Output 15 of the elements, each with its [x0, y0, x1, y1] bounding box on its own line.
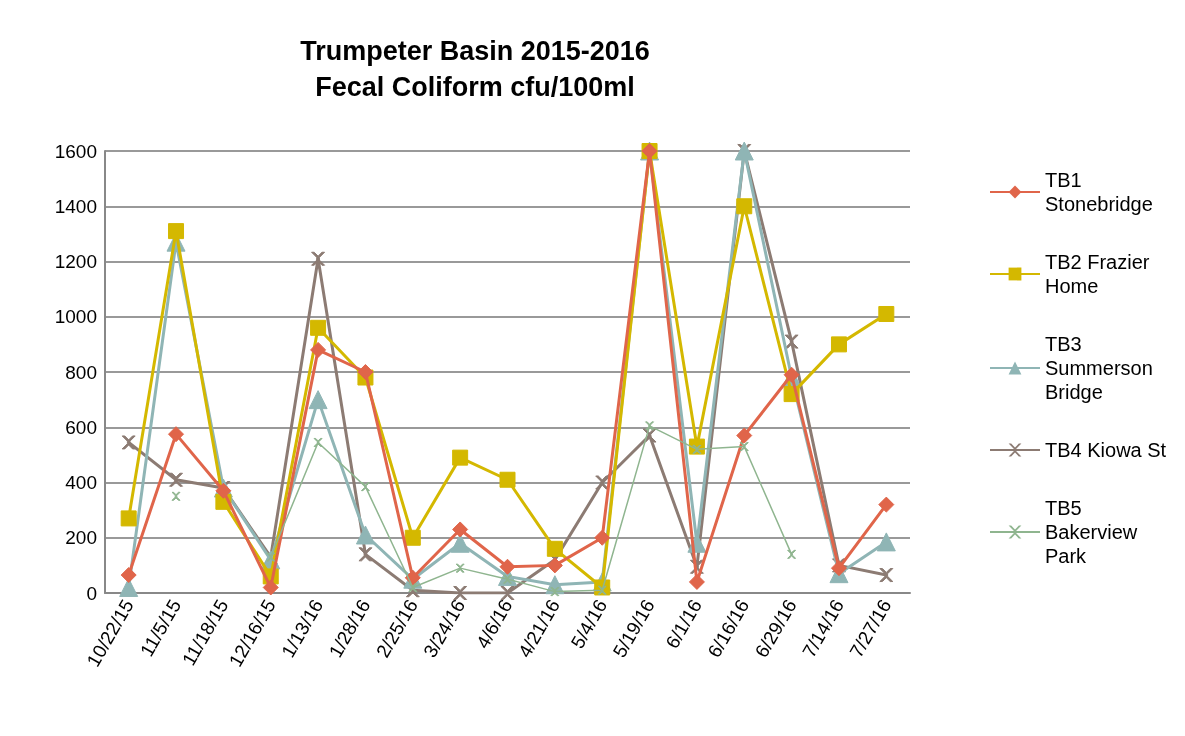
y-tick-label: 600 — [65, 416, 97, 438]
legend-label: TB5 Bakerview Park — [1045, 497, 1143, 567]
chart-title: Trumpeter Basin 2015-2016 Fecal Coliform cfu/100ml — [300, 36, 650, 102]
y-tick-label: 1000 — [54, 306, 97, 328]
legend-label: TB2 Frazier Home — [1045, 251, 1156, 297]
legend-label: TB3 Summerson Bridge — [1045, 333, 1159, 403]
legend-label: TB4 Kiowa St — [1045, 439, 1167, 461]
y-tick-label: 1200 — [54, 251, 97, 272]
y-tick-label: 400 — [65, 472, 97, 493]
legend-label: TB1 Stonebridge — [1045, 169, 1153, 215]
y-tick-label: 200 — [65, 527, 97, 549]
y-tick-label: 1400 — [54, 195, 97, 217]
y-tick-label: 800 — [65, 361, 97, 383]
y-tick-label: 1600 — [54, 140, 97, 162]
y-tick-label: 0 — [86, 582, 97, 604]
